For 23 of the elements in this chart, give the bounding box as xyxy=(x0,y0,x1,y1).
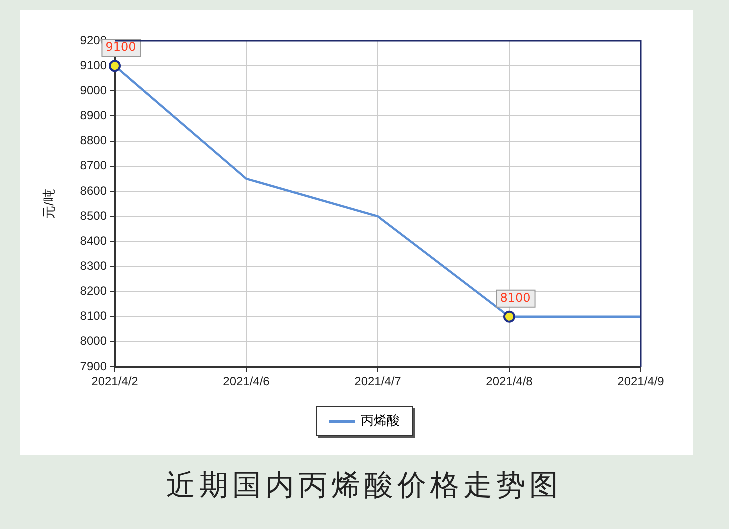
x-tick-label: 2021/4/7 xyxy=(354,374,402,389)
data-label: 9100 xyxy=(106,40,136,54)
x-tick-label: 2021/4/2 xyxy=(92,374,139,389)
legend-label: 丙烯酸 xyxy=(361,413,400,430)
text: 近期国内丙烯酸价格走势图 xyxy=(166,467,564,504)
y-tick-label: 7900 xyxy=(80,359,108,374)
y-axis-title: 元/吨 xyxy=(41,189,56,219)
x-tick-label: 2021/4/6 xyxy=(223,374,270,389)
data-label: 8100 xyxy=(500,290,531,305)
y-tick-label: 8700 xyxy=(80,158,108,173)
y-tick-label: 8500 xyxy=(80,208,108,223)
y-tick-label: 8200 xyxy=(80,284,108,298)
y-tick-label: 9000 xyxy=(80,83,108,98)
y-tick-label: 8100 xyxy=(80,309,108,324)
y-tick-label: 9100 xyxy=(80,58,108,72)
x-tick-label: 2021/4/9 xyxy=(618,374,665,389)
y-tick-label: 8300 xyxy=(80,259,108,274)
y-tick-label: 8600 xyxy=(80,184,108,198)
y-tick-label: 8800 xyxy=(80,134,108,148)
y-tick-label: 8400 xyxy=(80,234,108,248)
y-tick-label: 8000 xyxy=(80,334,108,348)
y-tick-label: 8900 xyxy=(80,108,108,123)
x-tick-label: 2021/4/8 xyxy=(486,374,534,389)
